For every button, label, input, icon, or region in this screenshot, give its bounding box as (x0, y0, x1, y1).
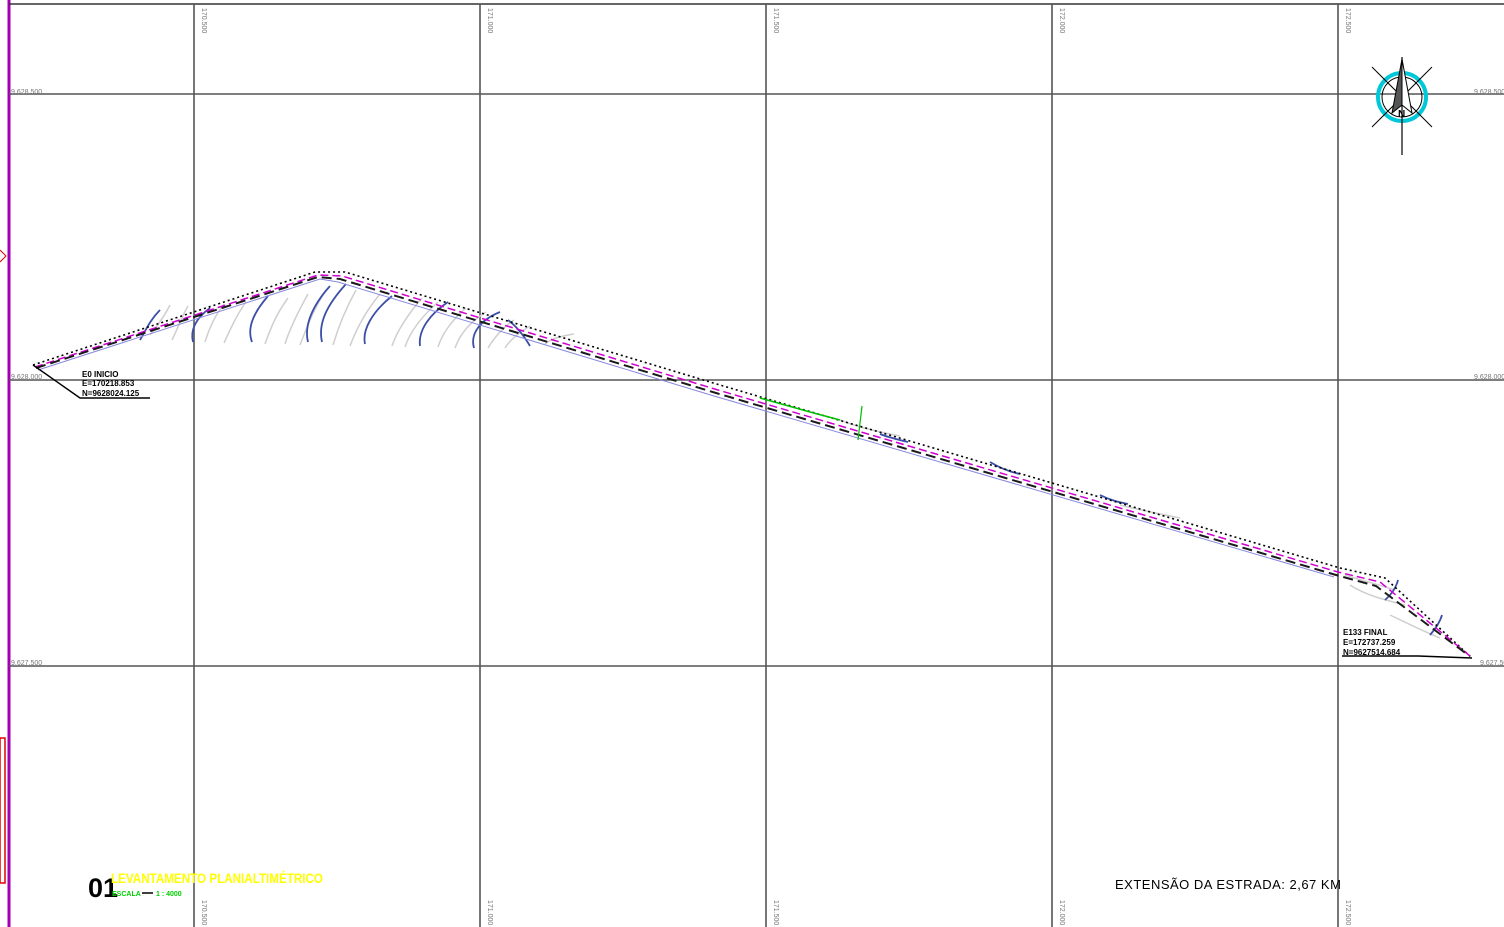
north-letter: N (1398, 109, 1405, 120)
northing-label: 9.627.500 (1480, 660, 1504, 667)
start-station-callout: E0 INICIO E=170218.853 N=9628024.125 (32, 364, 150, 399)
easting-label: 171.000 (486, 8, 493, 33)
northing-label: 9.628.500 (11, 89, 42, 96)
northing-label: 9.627.500 (11, 660, 42, 667)
road-alignment (32, 271, 1473, 659)
road-length-note: EXTENSÃO DA ESTRADA: 2,67 KM (1115, 877, 1341, 892)
northing-label: 9.628.500 (1474, 89, 1504, 96)
drawing-number: 01 (88, 873, 118, 903)
easting-labels-bottom: 170.500 171.000 171.500 172.000 172.500 (200, 900, 1351, 925)
easting-label: 171.500 (772, 900, 779, 925)
easting-label: 170.500 (200, 8, 207, 33)
scale-value: 1 : 4000 (156, 891, 182, 898)
northing-label: 9.628.000 (1474, 374, 1504, 381)
road-edge-bottom (35, 275, 1469, 656)
easting-label: 170.500 (200, 900, 207, 925)
end-station-easting: E=172737.259 (1343, 638, 1396, 647)
easting-label: 172.000 (1058, 900, 1065, 925)
left-margin-marker (0, 737, 6, 884)
easting-labels-top: 170.500 171.000 171.500 172.000 172.500 (200, 8, 1351, 33)
drawing-title: 01 LEVANTAMENTO PLANIALTIMÉTRICO ESCALA … (88, 870, 323, 903)
road-offset-line (37, 278, 1335, 578)
start-station-northing: N=9628024.125 (82, 389, 140, 398)
northing-label: 9.628.000 (11, 374, 42, 381)
start-leader-line (32, 364, 150, 399)
easting-label: 172.500 (1344, 900, 1351, 925)
north-arrow-right (1401, 58, 1413, 115)
easting-label: 171.000 (486, 900, 493, 925)
northing-labels-left: 9.628.500 9.628.000 9.627.500 (11, 89, 42, 667)
contour-lines-major (139, 283, 1443, 636)
end-leader-line (1342, 655, 1473, 659)
start-station-easting: E=170218.853 (82, 379, 135, 388)
easting-label: 172.500 (1344, 8, 1351, 33)
drainage-tick (857, 405, 863, 441)
end-station-callout: E133 FINAL E=172737.259 N=9627514.684 (1342, 628, 1473, 659)
easting-label: 172.000 (1058, 8, 1065, 33)
end-station-northing: N=9627514.684 (1343, 648, 1401, 657)
end-station-name: E133 FINAL (1343, 628, 1388, 637)
drawing-title-text: LEVANTAMENTO PLANIALTIMÉTRICO (111, 870, 323, 886)
northing-labels-right: 9.628.500 9.628.000 9.627.500 (1474, 89, 1504, 667)
easting-label: 171.500 (772, 8, 779, 33)
coordinate-grid (9, 4, 1504, 927)
road-edge-top (32, 271, 1473, 659)
road-axis (34, 274, 1471, 657)
drainage-line (759, 397, 841, 421)
scale-label: ESCALA (112, 891, 141, 898)
north-arrow-icon: N (1371, 57, 1433, 155)
left-margin-tick (0, 249, 7, 263)
start-station-name: E0 INICIO (82, 370, 118, 379)
